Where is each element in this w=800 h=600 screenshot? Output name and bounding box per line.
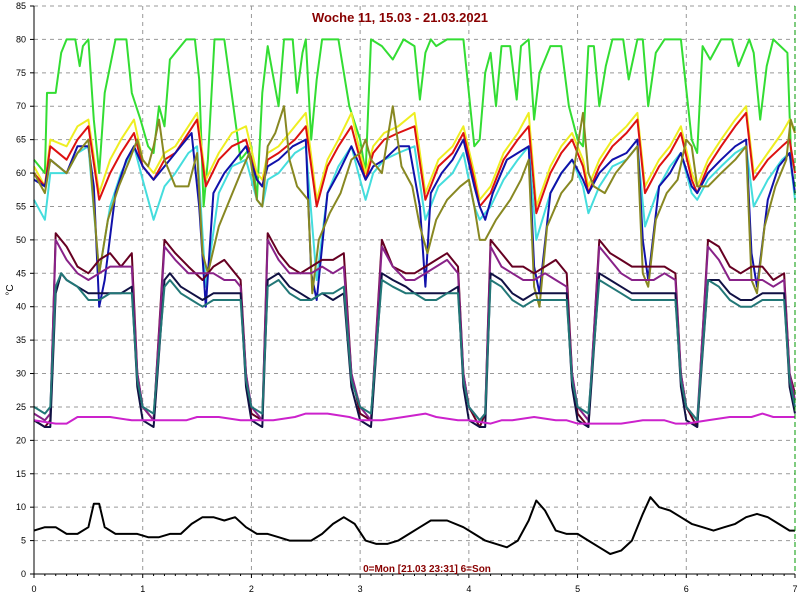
y-tick-label: 55 (16, 201, 26, 211)
x-tick-label: 5 (575, 584, 580, 594)
y-tick-label: 35 (16, 335, 26, 345)
y-tick-label: 65 (16, 135, 26, 145)
series-line-9 (33, 272, 796, 428)
x-tick-label: 0 (31, 584, 36, 594)
y-axis-label: °C (5, 284, 16, 295)
x-ticks: 0 1 2 3 4 5 6 7 (31, 574, 798, 594)
y-tick-label: 30 (16, 369, 26, 379)
y-ticks: 0 5 10 15 20 25 30 35 40 45 50 55 60 65 70 75 80 85 (16, 1, 34, 579)
series-line-4 (33, 145, 796, 288)
x-tick-label: 1 (140, 584, 145, 594)
y-tick-label: 70 (16, 101, 26, 111)
y-tick-label: 40 (16, 302, 26, 312)
y-tick-label: 85 (16, 1, 26, 11)
y-tick-label: 20 (16, 435, 26, 445)
y-tick-label: 75 (16, 68, 26, 78)
series-line-1 (33, 38, 796, 208)
series-line-10 (33, 272, 796, 422)
y-tick-label: 15 (16, 469, 26, 479)
x-tick-label: 6 (684, 584, 689, 594)
chart-title: Woche 11, 15.03 - 21.03.2021 (312, 10, 488, 25)
series-line-2 (33, 105, 796, 208)
y-tick-label: 0 (21, 569, 26, 579)
x-tick-label: 3 (358, 584, 363, 594)
x-tick-label: 7 (792, 584, 797, 594)
y-tick-label: 50 (16, 235, 26, 245)
y-tick-label: 10 (16, 502, 26, 512)
series-line-6 (33, 105, 796, 308)
y-tick-label: 45 (16, 268, 26, 278)
y-tick-label: 80 (16, 34, 26, 44)
series-line-3 (33, 111, 796, 215)
series-line-12 (33, 496, 795, 555)
series-line-11 (33, 412, 795, 425)
y-tick-label: 25 (16, 402, 26, 412)
chart-footer: 0=Mon [21.03 23:31] 6=Son (363, 564, 491, 575)
x-tick-label: 2 (249, 584, 254, 594)
y-tick-label: 60 (16, 168, 26, 178)
series-line-5 (33, 132, 796, 308)
plot-background (34, 6, 795, 574)
y-tick-label: 5 (21, 536, 26, 546)
x-tick-label: 4 (466, 584, 471, 594)
series-layer (33, 38, 796, 555)
